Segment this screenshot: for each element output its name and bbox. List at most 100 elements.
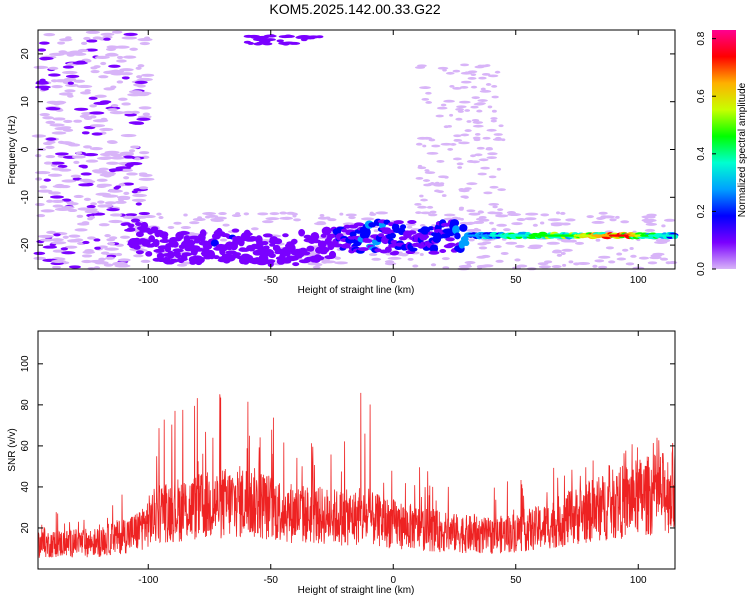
spectrogram-speckle xyxy=(492,205,498,209)
spectrogram-speckle xyxy=(464,261,476,265)
spectrogram-speckle xyxy=(94,55,110,59)
spectrogram-speckle xyxy=(279,211,288,215)
spectrogram-speckle xyxy=(615,215,620,219)
spectrogram-speckle xyxy=(452,69,461,73)
spectrogram-ridge-cell xyxy=(159,238,171,243)
spectrogram-speckle xyxy=(106,207,120,212)
spectrogram-speckle xyxy=(91,132,103,136)
spectrogram-speckle xyxy=(261,220,274,224)
spectrogram-speckle xyxy=(106,238,116,242)
spectrogram-speckle xyxy=(560,222,571,226)
spectrogram-speckle xyxy=(457,110,464,113)
spectrogram-speckle xyxy=(425,101,433,104)
spectrogram-speckle xyxy=(103,87,115,91)
spectrogram-speckle xyxy=(334,256,340,260)
spectrogram-speckle xyxy=(50,241,67,245)
spectrogram-speckle xyxy=(57,164,68,168)
spectrogram-speckle xyxy=(480,166,491,170)
spectrogram-speckle xyxy=(53,233,61,237)
spectrogram-x-tick-label: 100 xyxy=(630,275,647,286)
spectrogram-speckle xyxy=(37,48,47,52)
spectrogram-speckle xyxy=(35,170,51,175)
spectrogram-speckle xyxy=(594,259,605,263)
spectrogram-ridge-cell xyxy=(421,234,430,239)
spectrogram-speckle xyxy=(285,211,296,215)
spectrogram-speckle xyxy=(468,238,475,242)
spectrogram-ridge-cell xyxy=(172,248,184,253)
spectrogram-y-ticks: -20 -10 0 10 20 xyxy=(20,48,675,252)
spectrogram-ridge-cell xyxy=(130,218,141,223)
spectrogram-speckle xyxy=(496,223,508,227)
spectrogram-speckle xyxy=(61,205,75,210)
snr-frame xyxy=(37,330,676,570)
spectrogram-speckle xyxy=(189,221,200,225)
spectrogram-speckle xyxy=(480,87,486,91)
spectrogram-speckle xyxy=(94,94,107,98)
spectrogram-speckle xyxy=(556,253,563,257)
spectrogram-speckle xyxy=(93,101,109,105)
spectrogram-speckle xyxy=(384,262,397,266)
spectrogram-speckle xyxy=(493,211,503,215)
spectrogram-speckle xyxy=(308,36,316,40)
spectrogram-speckle xyxy=(507,213,522,217)
spectrogram-speckle xyxy=(609,218,617,222)
spectrogram-speckle xyxy=(106,161,119,165)
spectrogram-speckle xyxy=(71,155,86,159)
spectrogram-speckle xyxy=(45,154,56,159)
spectrogram-ridge-cell xyxy=(231,228,240,233)
spectrogram-speckle xyxy=(397,253,409,257)
spectrogram-speckle xyxy=(490,117,498,120)
spectrogram-speckle xyxy=(575,241,585,245)
spectrogram-speckle xyxy=(485,83,492,86)
spectrogram-speckle xyxy=(142,112,151,116)
spectrogram-speckle xyxy=(265,217,280,221)
spectrogram-speckle xyxy=(122,215,137,219)
spectrogram-speckle xyxy=(282,41,296,45)
spectrogram-speckle xyxy=(478,246,488,250)
colorbar-tick-label: 0.4 xyxy=(696,146,707,160)
spectrogram-ridge-cell xyxy=(383,229,396,234)
colorbar: 0.0 0.2 0.4 0.6 0.8 Normalized spectral ampl… xyxy=(696,30,748,276)
spectrogram-speckle xyxy=(276,39,284,43)
spectrogram-speckle xyxy=(83,36,91,41)
colorbar-ticks: 0.0 0.2 0.4 0.6 0.8 xyxy=(696,31,716,276)
spectrogram-ridge-cell xyxy=(445,231,456,237)
spectrogram-ridge-cell xyxy=(192,247,205,252)
spectrogram-speckle xyxy=(342,222,355,226)
spectrogram-y-axis-label: Frequency (Hz) xyxy=(7,116,18,185)
spectrogram-speckle xyxy=(117,258,131,262)
spectrogram-speckle xyxy=(300,38,308,42)
spectrogram-speckle xyxy=(483,191,493,195)
spectrogram-speckle xyxy=(33,251,46,255)
spectrogram-speckle xyxy=(46,140,56,144)
spectrogram-speckle xyxy=(45,145,55,149)
spectrogram-speckle xyxy=(427,213,438,217)
spectrogram-ridge-cell xyxy=(171,241,179,248)
spectrogram-ridge-cell xyxy=(150,226,159,231)
spectrogram-speckle xyxy=(551,265,562,269)
spectrogram-speckle xyxy=(100,61,107,66)
spectrogram-speckle xyxy=(39,185,48,189)
spectrogram-speckle xyxy=(98,257,106,261)
spectrogram-speckle xyxy=(40,87,49,91)
spectrogram-speckle xyxy=(96,183,113,187)
spectrogram-speckle xyxy=(49,101,65,105)
spectrogram-speckle xyxy=(61,251,76,255)
spectrogram-speckle xyxy=(90,202,97,206)
spectrogram-speckle xyxy=(495,136,502,140)
spectrogram-speckle xyxy=(463,187,472,191)
spectrogram-ridge-cell xyxy=(306,245,315,252)
spectrogram-speckle xyxy=(429,210,437,214)
spectrogram-speckle xyxy=(133,254,144,258)
spectrogram-speckle xyxy=(243,212,250,216)
spectrogram-speckle xyxy=(141,73,155,77)
spectrogram-ridge-cell xyxy=(399,224,407,230)
spectrogram-speckle xyxy=(73,238,84,242)
spectrogram-ridge-cell xyxy=(127,223,135,228)
spectrogram-speckle xyxy=(422,86,429,90)
spectrogram-speckle xyxy=(278,35,292,39)
spectrogram-speckle xyxy=(114,264,131,268)
spectrogram-speckle xyxy=(134,157,141,161)
spectrogram-speckle xyxy=(476,109,483,113)
spectrogram-speckle xyxy=(180,226,192,230)
